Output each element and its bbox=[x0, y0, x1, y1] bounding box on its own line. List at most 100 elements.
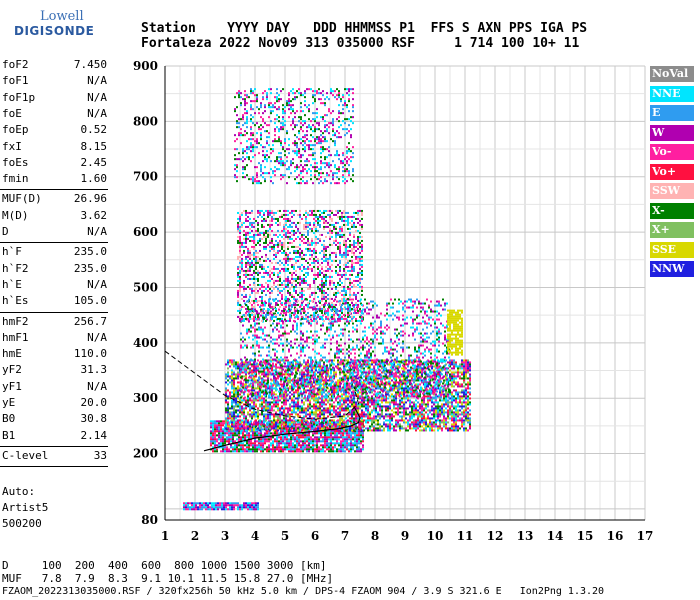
echo-point bbox=[301, 409, 303, 412]
echo-point bbox=[260, 370, 262, 373]
echo-point bbox=[276, 356, 278, 359]
echo-point bbox=[427, 403, 429, 406]
echo-point bbox=[415, 419, 417, 422]
echo-point bbox=[218, 434, 220, 437]
echo-point bbox=[363, 399, 365, 402]
echo-point bbox=[403, 419, 405, 422]
echo-point bbox=[461, 367, 463, 370]
echo-point bbox=[216, 426, 218, 429]
echo-point bbox=[303, 391, 305, 394]
echo-point bbox=[225, 423, 227, 426]
echo-point bbox=[355, 407, 357, 410]
echo-point bbox=[459, 375, 461, 378]
echo-point bbox=[413, 371, 415, 374]
echo-point bbox=[241, 419, 243, 422]
echo-point bbox=[345, 427, 347, 430]
echo-point bbox=[185, 506, 187, 509]
echo-point bbox=[427, 359, 429, 362]
echo-point bbox=[244, 396, 246, 399]
echo-point bbox=[322, 324, 324, 327]
echo-point bbox=[289, 417, 291, 420]
echo-point bbox=[298, 386, 300, 389]
echo-point bbox=[215, 508, 217, 511]
echo-point bbox=[431, 359, 433, 362]
echo-point bbox=[318, 432, 320, 435]
echo-point bbox=[271, 409, 273, 412]
echo-point bbox=[233, 363, 235, 366]
echo-point bbox=[361, 401, 363, 404]
echo-point bbox=[293, 421, 295, 424]
echo-point bbox=[245, 373, 247, 376]
echo-point bbox=[413, 409, 415, 412]
echo-point bbox=[299, 371, 301, 374]
echo-point bbox=[279, 393, 281, 396]
echo-point bbox=[469, 401, 471, 404]
echo-point bbox=[291, 409, 293, 412]
echo-point bbox=[425, 381, 427, 384]
echo-point bbox=[419, 405, 421, 408]
echo-point bbox=[417, 421, 419, 424]
echo-point bbox=[266, 434, 268, 437]
echo-point bbox=[429, 409, 431, 412]
echo-point bbox=[427, 425, 429, 428]
echo-point bbox=[297, 389, 299, 392]
echo-point bbox=[261, 397, 263, 400]
echo-point bbox=[210, 430, 212, 433]
echo-point bbox=[259, 393, 261, 396]
echo-point bbox=[347, 395, 349, 398]
echo-point bbox=[324, 446, 326, 449]
echo-point bbox=[229, 407, 231, 410]
echo-point bbox=[276, 372, 278, 375]
echo-point bbox=[271, 425, 273, 428]
echo-point bbox=[248, 336, 250, 339]
echo-point bbox=[319, 407, 321, 410]
echo-point bbox=[292, 380, 294, 383]
echo-point bbox=[407, 385, 409, 388]
echo-point bbox=[253, 405, 255, 408]
echo-point bbox=[467, 417, 469, 420]
echo-point bbox=[335, 411, 337, 414]
echo-point bbox=[335, 421, 337, 424]
echo-point bbox=[193, 508, 195, 511]
echo-point bbox=[244, 434, 246, 437]
echo-point bbox=[463, 413, 465, 416]
echo-point bbox=[322, 444, 324, 447]
echo-point bbox=[259, 367, 261, 370]
echo-point bbox=[237, 377, 239, 380]
echo-point bbox=[465, 359, 467, 362]
echo-point bbox=[299, 373, 301, 376]
echo-point bbox=[289, 385, 291, 388]
echo-point bbox=[465, 373, 467, 376]
echo-point bbox=[310, 314, 312, 317]
echo-point bbox=[337, 425, 339, 428]
echo-point bbox=[302, 392, 304, 395]
echo-point bbox=[321, 413, 323, 416]
echo-point bbox=[313, 403, 315, 406]
echo-point bbox=[347, 361, 349, 364]
echo-point bbox=[251, 423, 253, 426]
echo-point bbox=[379, 365, 381, 368]
echo-point bbox=[267, 413, 269, 416]
echo-point bbox=[183, 502, 185, 505]
echo-point bbox=[218, 444, 220, 447]
echo-point bbox=[233, 385, 235, 388]
echo-point bbox=[421, 399, 423, 402]
echo-point bbox=[218, 430, 220, 433]
echo-point bbox=[323, 399, 325, 402]
echo-point bbox=[219, 504, 221, 507]
echo-point bbox=[321, 401, 323, 404]
echo-point bbox=[365, 413, 367, 416]
echo-point bbox=[307, 363, 309, 366]
echo-point bbox=[333, 391, 335, 394]
echo-point bbox=[283, 423, 285, 426]
echo-point bbox=[319, 427, 321, 430]
echo-point bbox=[401, 397, 403, 400]
echo-point bbox=[469, 391, 471, 394]
echo-point bbox=[231, 401, 233, 404]
echo-point bbox=[457, 397, 459, 400]
echo-point bbox=[284, 332, 286, 335]
echo-point bbox=[254, 336, 256, 339]
echo-point bbox=[260, 314, 262, 317]
echo-point bbox=[240, 380, 242, 383]
echo-point bbox=[280, 326, 282, 329]
